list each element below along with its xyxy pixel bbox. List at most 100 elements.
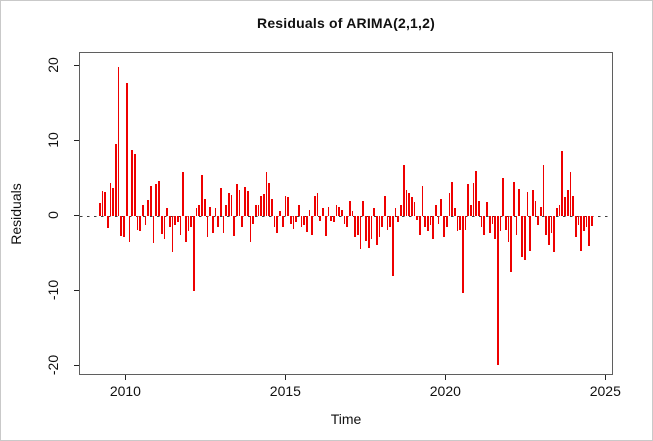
residual-bar [537, 216, 539, 225]
residual-bar [150, 185, 152, 216]
residual-bar [322, 208, 324, 216]
residual-bar [534, 200, 537, 216]
residual-bar [316, 193, 319, 216]
residual-bar [505, 216, 507, 230]
residual-bar [480, 216, 483, 228]
residual-bar [402, 164, 405, 216]
residual-bar [297, 205, 300, 216]
x-axis-tick-label: 2025 [589, 383, 621, 399]
residual-bar [558, 204, 561, 216]
y-axis-tick [74, 139, 79, 141]
residual-bar [373, 208, 375, 216]
residual-bar [539, 206, 542, 216]
residual-bar [271, 198, 273, 216]
residual-bar [499, 216, 502, 232]
residual-bar [526, 191, 529, 216]
residual-bar [553, 216, 556, 253]
x-axis-tick-label: 2020 [429, 383, 461, 399]
y-axis-tick-label: 20 [45, 56, 61, 73]
residual-bar [566, 189, 569, 216]
x-axis-tick-label: 2010 [109, 383, 141, 399]
residual-bar [591, 216, 593, 226]
residual-bar [432, 216, 435, 239]
residual-bar [359, 216, 362, 250]
residual-bar [408, 193, 410, 216]
residual-bar [550, 216, 553, 233]
residual-bar [427, 216, 429, 232]
residual-bar [139, 216, 141, 232]
residual-bar [491, 216, 494, 224]
residual-bar [362, 200, 365, 216]
residual-bar [367, 216, 370, 248]
residual-bar [289, 216, 292, 224]
residual-bar [214, 208, 217, 216]
residual-bar [168, 216, 171, 228]
residual-bar [400, 204, 402, 216]
residual-bar [193, 216, 195, 292]
residual-bar [107, 216, 109, 229]
residual-bar [346, 216, 349, 228]
residual-bar [416, 216, 418, 220]
y-axis-tick [74, 215, 79, 216]
x-axis-label: Time [330, 411, 362, 427]
residual-bar [453, 208, 456, 216]
residual-bar [531, 190, 534, 216]
residual-bar [513, 182, 515, 216]
residual-bar [343, 216, 346, 224]
residual-bar [389, 216, 392, 228]
residual-bar [171, 216, 174, 253]
y-axis-tick-label: -10 [45, 279, 61, 301]
residual-bar [577, 216, 580, 225]
residual-bar [405, 190, 408, 216]
residual-bar [209, 206, 211, 216]
x-axis-tick [445, 375, 447, 380]
residual-bar [195, 208, 198, 216]
zero-line [80, 215, 612, 217]
residual-bar [580, 216, 582, 251]
residual-bar [265, 172, 268, 216]
residual-bar [268, 182, 271, 216]
residual-bar [201, 175, 203, 216]
residual-bar [464, 216, 467, 230]
residual-bar [123, 216, 125, 238]
residual-bar [98, 203, 101, 216]
residual-bar [120, 216, 123, 236]
residual-bar [190, 216, 193, 228]
x-axis-tick [285, 375, 287, 380]
residual-bar [236, 184, 238, 216]
residual-bar [308, 209, 311, 216]
residual-bar [440, 199, 443, 216]
residual-bar [217, 216, 219, 227]
residual-bar [354, 216, 357, 238]
residual-bar [287, 197, 289, 216]
residual-bar [421, 185, 424, 216]
residual-bar [386, 216, 389, 230]
residual-bar [569, 172, 572, 216]
residual-bar [279, 211, 281, 216]
residual-bar [292, 216, 295, 229]
residual-bar [475, 170, 478, 216]
residual-bar [351, 211, 354, 216]
residual-bar [109, 182, 112, 216]
residual-bar [365, 216, 367, 241]
residual-bar [561, 151, 564, 216]
residual-bar [472, 182, 475, 216]
residual-bar [104, 191, 107, 216]
residual-bar [260, 195, 262, 216]
residual-bar [295, 216, 297, 222]
residual-bar [515, 216, 518, 235]
residual-bar [281, 216, 284, 228]
residual-bar [582, 216, 585, 232]
residual-bar [254, 204, 257, 216]
residual-bar [338, 206, 340, 216]
residual-bar [370, 216, 373, 239]
y-axis-tick [74, 64, 79, 66]
residual-bar [488, 216, 491, 233]
residual-bar [319, 216, 322, 222]
residual-bar [155, 183, 158, 216]
residual-bar [246, 191, 249, 216]
residual-bar [459, 216, 461, 230]
residual-bar [556, 208, 558, 216]
residual-bar [303, 216, 306, 225]
residual-bar [142, 204, 144, 216]
